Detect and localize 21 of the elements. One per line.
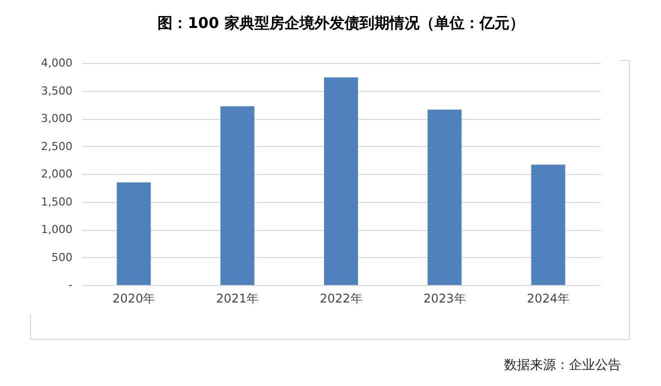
- bar: [531, 164, 566, 285]
- bar: [324, 77, 358, 285]
- bar: [220, 106, 254, 285]
- bar: [116, 182, 151, 285]
- y-tick-label: -: [68, 278, 73, 292]
- y-tick-label: 2,500: [41, 140, 72, 153]
- y-tick-label: 3,000: [41, 112, 72, 125]
- y-tick-label: 500: [52, 250, 72, 264]
- bar: [428, 110, 462, 285]
- x-tick-label: 2020年: [112, 292, 156, 306]
- x-tick-label: 2021年: [216, 292, 259, 306]
- y-tick-label: 2,000: [41, 168, 72, 180]
- x-tick-label: 2024年: [526, 292, 570, 306]
- y-tick-label: 1,000: [41, 223, 72, 236]
- x-tick-label: 2022年: [320, 292, 362, 306]
- source-note: 数据来源：企业公告: [504, 357, 621, 374]
- y-tick-label: 3,500: [41, 84, 72, 98]
- y-tick-label: 1,500: [41, 195, 72, 208]
- y-tick-label: 4,000: [41, 56, 72, 70]
- x-tick-label: 2023年: [423, 292, 466, 306]
- chart-title: 图：100 家典型房企境外发债到期情况（单位：亿元）: [158, 14, 524, 32]
